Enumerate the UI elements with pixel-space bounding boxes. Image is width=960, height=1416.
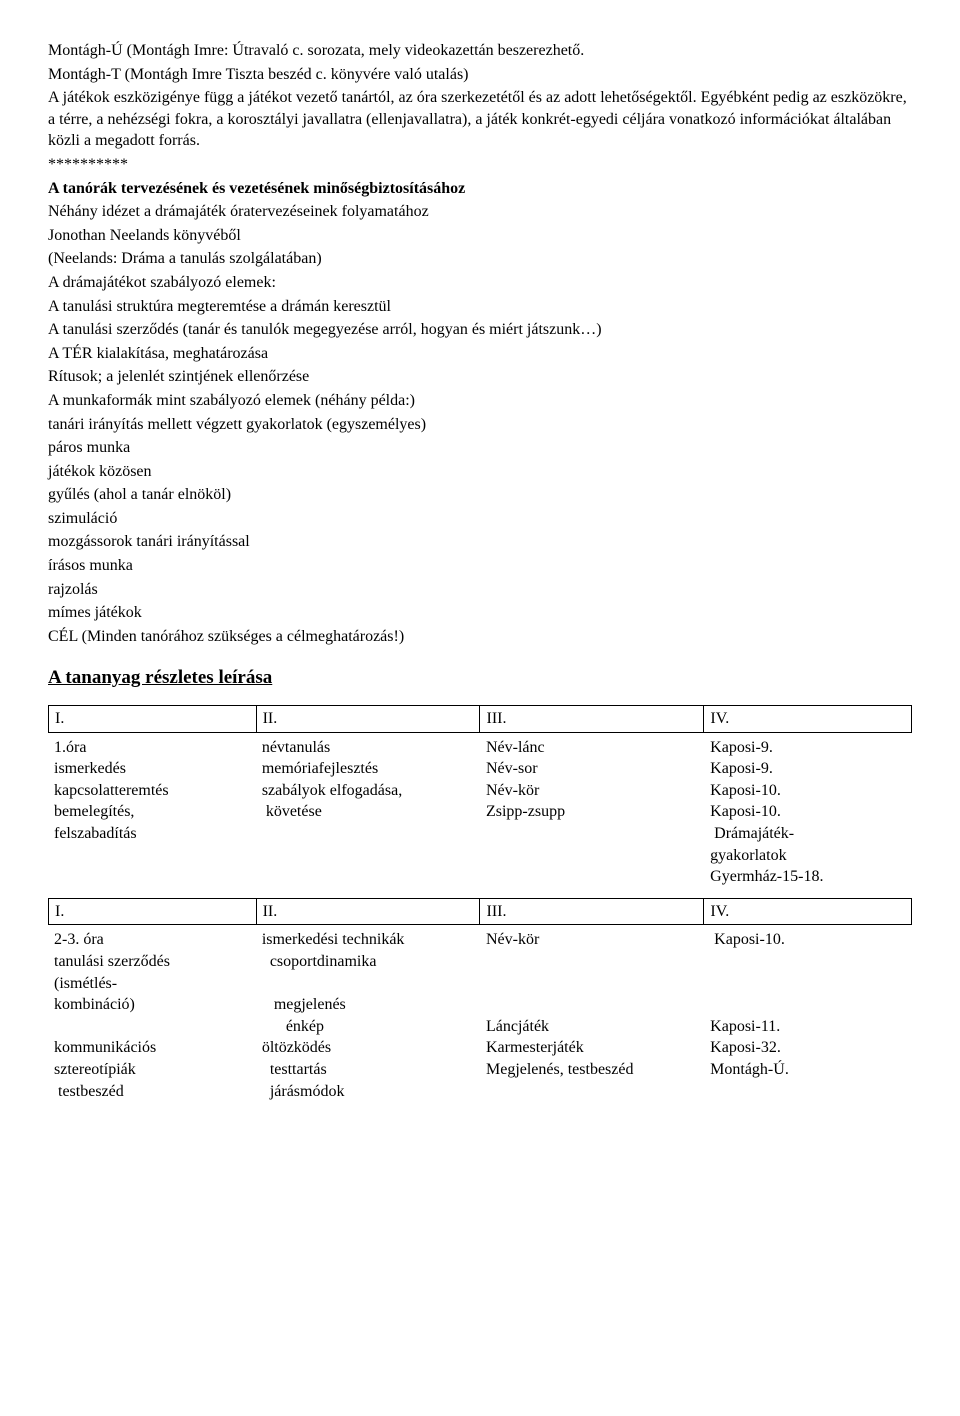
guidance-line: Néhány idézet a drámajáték óratervezései… <box>48 201 912 223</box>
guidance-line: tanári irányítás mellett végzett gyakorl… <box>48 414 912 436</box>
guidance-line: A drámajátékot szabályozó elemek: <box>48 272 912 294</box>
intro-paragraphs: Montágh-Ú (Montágh Imre: Útravaló c. sor… <box>48 40 912 176</box>
intro-line-1: Montágh-Ú (Montágh Imre: Útravaló c. sor… <box>48 40 912 62</box>
guidance-line: szimuláció <box>48 508 912 530</box>
cell: Kaposi-10. Kaposi-11. Kaposi-32. Montágh… <box>704 929 912 1102</box>
cell: névtanulás memóriafejlesztés szabályok e… <box>256 737 480 888</box>
guidance-line: A TÉR kialakítása, meghatározása <box>48 343 912 365</box>
guidance-line: mozgássorok tanári irányítással <box>48 531 912 553</box>
intro-line-2: Montágh-T (Montágh Imre Tiszta beszéd c.… <box>48 64 912 86</box>
cell: Kaposi-9. Kaposi-9. Kaposi-10. Kaposi-10… <box>704 737 912 888</box>
guidance-line: Jonothan Neelands könyvéből <box>48 225 912 247</box>
col-header: III. <box>480 706 704 733</box>
guidance-line: Rítusok; a jelenlét szintjének ellenőrzé… <box>48 366 912 388</box>
guidance-line: játékok közösen <box>48 461 912 483</box>
guidance-block: A tanórák tervezésének és vezetésének mi… <box>48 178 912 648</box>
guidance-line: írásos munka <box>48 555 912 577</box>
cell: 2-3. óra tanulási szerződés (ismétlés- k… <box>48 929 256 1102</box>
curriculum-header-1: I. II. III. IV. <box>48 705 912 733</box>
intro-stars: ********** <box>48 154 912 176</box>
section-heading: A tananyag részletes leírása <box>48 665 912 691</box>
guidance-line: páros munka <box>48 437 912 459</box>
guidance-title: A tanórák tervezésének és vezetésének mi… <box>48 178 912 200</box>
curriculum-row-1: 1.óra ismerkedés kapcsolatteremtés bemel… <box>48 737 912 888</box>
guidance-line: gyűlés (ahol a tanár elnököl) <box>48 484 912 506</box>
cell: 1.óra ismerkedés kapcsolatteremtés bemel… <box>48 737 256 888</box>
cell: ismerkedési technikák csoportdinamika me… <box>256 929 480 1102</box>
cell: Név-lánc Név-sor Név-kör Zsipp-zsupp <box>480 737 704 888</box>
intro-line-3: A játékok eszközigénye függ a játékot ve… <box>48 87 912 152</box>
cell: Név-kör Láncjáték Karmesterjáték Megjele… <box>480 929 704 1102</box>
col-header: I. <box>49 898 257 925</box>
col-header: III. <box>480 898 704 925</box>
col-header: IV. <box>704 706 912 733</box>
col-header: I. <box>49 706 257 733</box>
guidance-line: rajzolás <box>48 579 912 601</box>
col-header: IV. <box>704 898 912 925</box>
guidance-line: A munkaformák mint szabályozó elemek (né… <box>48 390 912 412</box>
col-header: II. <box>256 898 480 925</box>
guidance-line: (Neelands: Dráma a tanulás szolgálatában… <box>48 248 912 270</box>
curriculum-header-2: I. II. III. IV. <box>48 898 912 926</box>
curriculum-row-2: 2-3. óra tanulási szerződés (ismétlés- k… <box>48 929 912 1102</box>
guidance-line: CÉL (Minden tanórához szükséges a célmeg… <box>48 626 912 648</box>
col-header: II. <box>256 706 480 733</box>
guidance-line: A tanulási struktúra megteremtése a drám… <box>48 296 912 318</box>
guidance-line: A tanulási szerződés (tanár és tanulók m… <box>48 319 912 341</box>
guidance-line: mímes játékok <box>48 602 912 624</box>
